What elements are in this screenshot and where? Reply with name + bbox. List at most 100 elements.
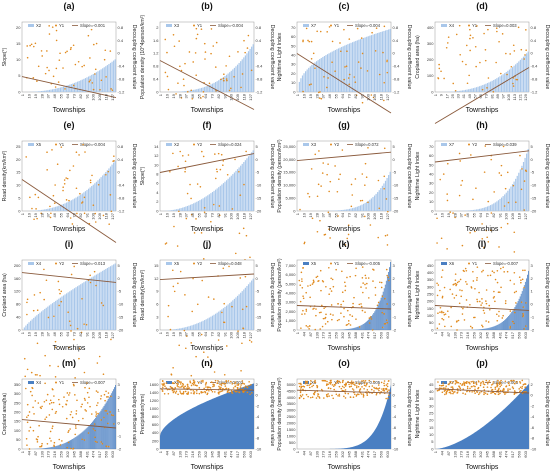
x-tick-label: 100 (91, 93, 96, 100)
data-point (106, 412, 109, 415)
data-point (58, 403, 61, 406)
data-point (247, 384, 250, 387)
data-point (352, 305, 354, 308)
data-point (48, 25, 50, 27)
bar (252, 150, 254, 211)
x-tick-label: 44 (301, 450, 306, 455)
data-point (463, 383, 465, 385)
data-point (84, 151, 86, 153)
x-tick-label: 10 (164, 212, 169, 217)
bar (525, 278, 527, 330)
bar (380, 31, 382, 92)
data-point (200, 232, 202, 234)
bar (525, 53, 527, 92)
bar (381, 185, 383, 211)
bar (346, 329, 347, 330)
data-point (305, 310, 308, 312)
data-point (471, 198, 474, 201)
bar (250, 46, 252, 92)
data-point (218, 387, 220, 389)
bar (109, 62, 112, 92)
data-point (319, 219, 321, 222)
y-tick-label-right: 0 (255, 276, 258, 281)
data-point (36, 374, 38, 376)
data-point (228, 55, 230, 58)
trend-line (434, 305, 529, 311)
data-point (459, 278, 461, 281)
data-point (318, 97, 321, 99)
y-tick-label-right: 0.4 (393, 38, 399, 43)
data-point (454, 89, 456, 92)
data-point (474, 45, 477, 48)
y-tick-label-left: 3000 (287, 408, 297, 413)
y-tick-label-right: -0.4 (118, 183, 126, 188)
bar (84, 281, 87, 330)
data-point (189, 89, 192, 92)
data-point (522, 306, 524, 308)
y-tick-label-left: 250 (14, 400, 21, 405)
bar (189, 325, 191, 330)
data-point (318, 150, 320, 152)
data-point (524, 29, 527, 31)
data-point (177, 40, 180, 42)
data-point (94, 212, 97, 215)
bar (209, 316, 212, 330)
data-point (243, 51, 246, 54)
data-point (85, 410, 87, 412)
y-tick-label-left: 2 (156, 199, 159, 204)
plot-frame (434, 21, 529, 93)
data-point (439, 70, 442, 73)
data-point (311, 283, 314, 285)
data-point (66, 177, 69, 180)
data-point (104, 399, 106, 402)
bar (365, 322, 366, 330)
x-tick-label: 173 (321, 331, 326, 338)
bar (347, 44, 349, 92)
y-tick-label-right: 0 (530, 51, 533, 56)
x-tick-label: 474 (503, 450, 508, 457)
legend-point-label: Y4 (197, 380, 203, 385)
data-point (48, 33, 51, 35)
data-point (105, 410, 108, 412)
data-point (224, 385, 226, 387)
data-point (219, 390, 222, 393)
y-tick-label-right: -10 (118, 302, 125, 307)
data-point (210, 381, 213, 384)
x-tick-label: 345 (209, 450, 214, 457)
bar (84, 191, 87, 211)
bar (481, 85, 483, 92)
data-point (89, 405, 91, 408)
bar (65, 442, 67, 449)
bar (114, 263, 116, 330)
y-axis-title-left: Cropland area (ha) (2, 273, 8, 317)
bar (37, 91, 40, 92)
data-point (505, 73, 508, 76)
bar (59, 87, 61, 92)
bar (31, 319, 33, 330)
data-point (468, 37, 471, 40)
chart-panel: (d) X4 Y1 Slope=0.003 0 100 200 300 400 -1.2 -0.8-… (413, 0, 550, 124)
bar (180, 328, 182, 330)
data-point (506, 388, 509, 390)
data-point (469, 286, 472, 288)
data-point (77, 419, 80, 422)
bar (500, 322, 502, 330)
bar (489, 81, 491, 92)
legend-point-label: Y1 (197, 23, 203, 28)
bar (353, 327, 355, 330)
data-point (461, 313, 463, 315)
bar (44, 308, 46, 330)
y-tick-label-right: -10 (255, 183, 262, 188)
bar (375, 193, 377, 211)
data-point (307, 326, 309, 328)
bar (109, 166, 112, 211)
data-point (473, 388, 476, 391)
bar (336, 210, 338, 211)
data-point (498, 381, 500, 384)
data-point (78, 154, 80, 156)
trend-line (21, 419, 117, 429)
data-point (494, 278, 496, 281)
data-point (511, 320, 513, 323)
data-point (461, 388, 464, 390)
data-point (212, 298, 215, 300)
